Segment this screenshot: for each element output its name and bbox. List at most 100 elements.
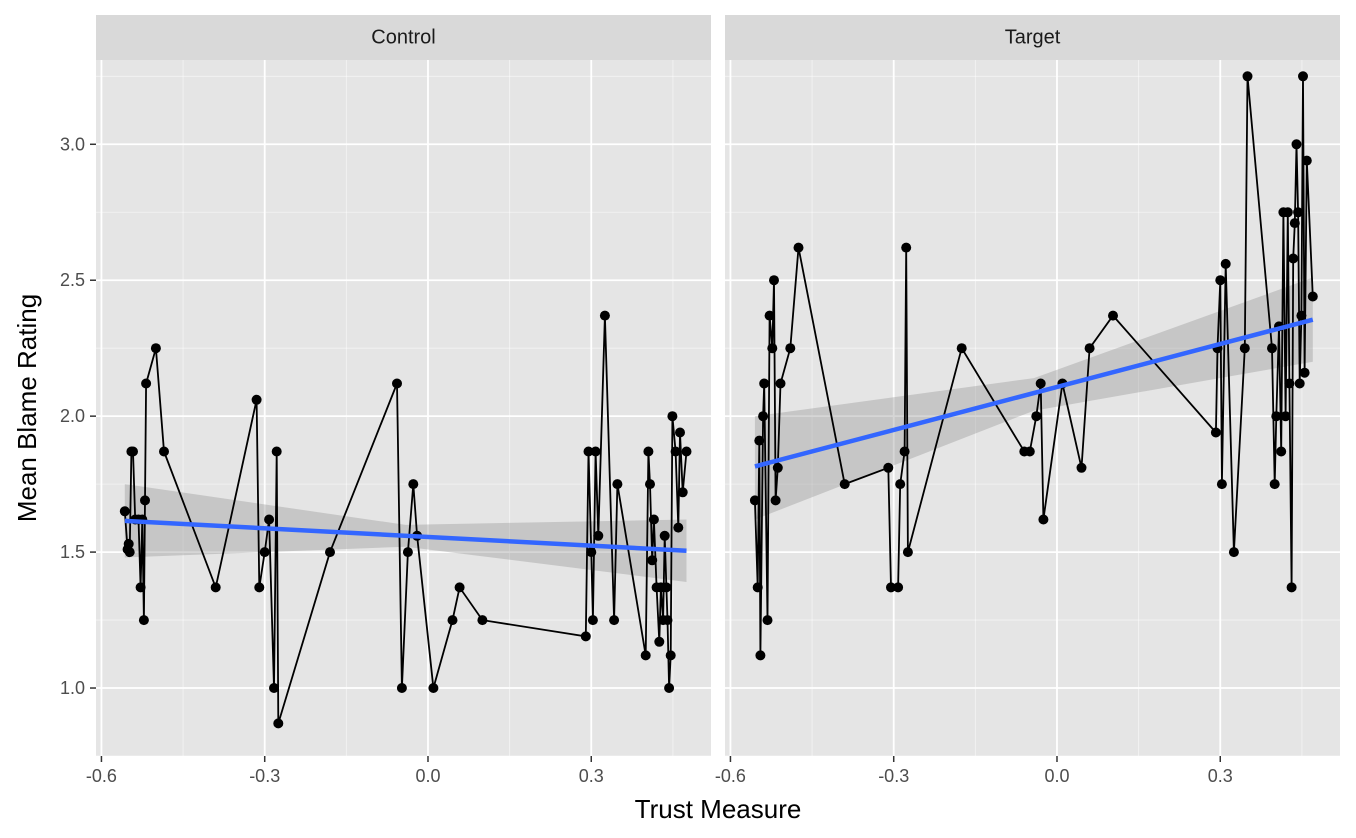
facet-label-target: Target [1005,27,1061,49]
data-point [1280,411,1291,422]
ribbon-layer [124,277,1313,582]
panel-background-target [725,60,1340,756]
data-point [1294,378,1305,389]
data-point [647,555,658,566]
data-point [124,547,135,558]
data-point [659,530,670,541]
data-point [665,650,676,661]
x-tick-label: 0.3 [1208,766,1233,786]
data-point [762,615,773,626]
data-point [770,495,781,506]
data-point [681,446,692,457]
data-point [640,650,651,661]
data-point [1076,462,1087,473]
x-tick-label: -0.6 [86,766,117,786]
data-point [141,378,152,389]
y-tick-label: 3.0 [60,134,85,154]
data-point [664,683,675,693]
data-point [392,378,402,389]
data-point [1286,582,1297,593]
data-point [793,242,804,253]
y-tick-label: 1.5 [60,542,85,562]
confidence-band-target [754,277,1313,520]
data-point [1296,310,1307,321]
data-point [1291,139,1302,150]
data-point [767,343,778,354]
data-point [759,378,770,389]
data-point [269,683,279,693]
fit-layer [124,317,1314,553]
data-point [1239,343,1250,354]
data-point [408,479,419,490]
data-point [402,547,413,558]
data-point [662,615,673,626]
data-point [259,547,270,558]
data-point [1276,446,1287,457]
data-point [135,582,146,593]
data-point [428,683,439,693]
axis-layer: -0.6 -0.3 0.0 0.3 -0.6 -0.3 0.0 0.3 1.0 1.5 2.0 2.5… [60,134,1233,786]
data-point [1282,207,1293,218]
data-point [645,479,655,490]
data-point [769,275,779,286]
data-point [673,522,684,533]
data-point [895,479,906,490]
facet-strip-target [725,15,1340,60]
y-tick-label: 2.0 [60,406,85,426]
data-point [587,615,598,626]
data-point [254,582,265,593]
data-point [1293,207,1304,218]
data-point [1288,253,1299,264]
data-point [886,582,896,593]
data-point [667,411,678,422]
data-point [775,378,786,389]
y-tick-label: 1.0 [60,678,85,698]
x-tick-label: -0.3 [878,766,909,786]
data-point [1298,71,1308,82]
data-point [754,435,765,446]
data-point [612,479,623,490]
data-point [593,530,604,541]
data-point [210,582,221,593]
data-point [590,446,601,457]
data-point [772,462,783,473]
data-point [1108,310,1118,321]
data-point [749,495,760,506]
data-point [251,394,262,405]
series-layer [119,71,1318,729]
data-point [1031,411,1042,422]
x-tick-label: 0.0 [415,766,440,786]
data-point [1220,258,1231,269]
data-point [1038,514,1049,525]
data-point [752,582,763,593]
regression-line-control [124,518,687,553]
data-point [150,343,161,354]
data-point [477,615,488,626]
data-point [140,495,150,506]
data-point [755,650,766,661]
data-point [1024,446,1035,457]
data-point [893,582,904,593]
data-point [1210,427,1221,438]
data-point [1228,547,1239,558]
data-point [273,718,284,729]
data-point [883,462,894,473]
data-point [1307,291,1318,302]
data-point [119,506,130,517]
data-point [899,446,910,457]
data-point [454,582,465,593]
data-point [956,343,967,354]
data-point [661,582,672,593]
confidence-band-control [124,484,687,582]
data-point [271,446,282,457]
data-point [159,446,169,457]
facet-label-control: Control [371,27,435,49]
data-point [643,446,654,457]
data-point [325,547,335,558]
data-point [580,631,591,642]
data-point [396,683,407,693]
y-axis-title: Mean Blame Rating [12,294,42,522]
y-tick-label: 2.5 [60,270,85,290]
data-point [1267,343,1277,354]
